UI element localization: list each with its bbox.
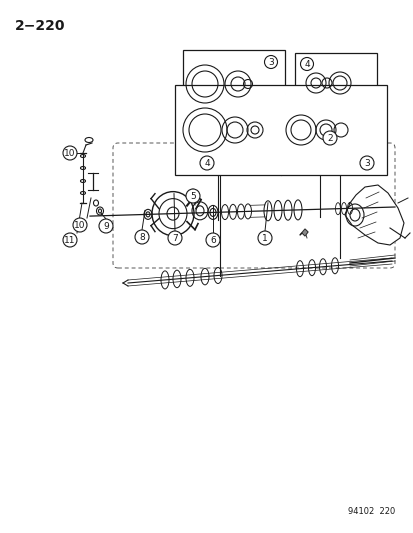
Text: 94102  220: 94102 220 — [347, 506, 394, 515]
Circle shape — [199, 156, 214, 170]
Text: 1: 1 — [261, 233, 267, 243]
Text: 7: 7 — [172, 233, 178, 243]
Polygon shape — [299, 229, 307, 236]
Circle shape — [168, 231, 182, 245]
Circle shape — [322, 131, 336, 145]
Circle shape — [185, 189, 199, 203]
Circle shape — [135, 230, 149, 244]
Circle shape — [300, 58, 313, 70]
Circle shape — [359, 156, 373, 170]
Circle shape — [63, 233, 77, 247]
Text: 4: 4 — [304, 60, 309, 69]
Circle shape — [73, 218, 87, 232]
Circle shape — [63, 146, 77, 160]
Text: 4: 4 — [204, 158, 209, 167]
Text: 6: 6 — [210, 236, 215, 245]
Text: 9: 9 — [103, 222, 109, 230]
Text: 5: 5 — [190, 191, 195, 200]
Text: 10: 10 — [64, 149, 76, 157]
Bar — [175, 85, 386, 175]
Text: 3: 3 — [363, 158, 369, 167]
Circle shape — [257, 231, 271, 245]
FancyBboxPatch shape — [113, 143, 394, 268]
Text: 2: 2 — [326, 133, 332, 142]
Text: 8: 8 — [139, 232, 145, 241]
Bar — [294, 53, 376, 113]
Polygon shape — [344, 185, 403, 245]
Circle shape — [206, 233, 219, 247]
Text: 10: 10 — [74, 221, 85, 230]
Bar — [183, 50, 284, 118]
Text: 11: 11 — [64, 236, 76, 245]
Circle shape — [99, 219, 113, 233]
Circle shape — [264, 55, 277, 69]
Text: 3: 3 — [268, 58, 273, 67]
Text: 2−220: 2−220 — [15, 19, 65, 33]
